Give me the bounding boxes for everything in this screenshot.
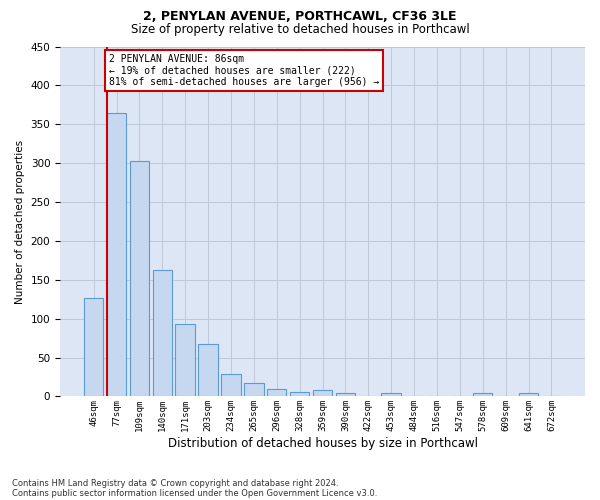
X-axis label: Distribution of detached houses by size in Porthcawl: Distribution of detached houses by size … (167, 437, 478, 450)
Bar (267, 390, 286, 396)
Text: Contains public sector information licensed under the Open Government Licence v3: Contains public sector information licen… (12, 488, 377, 498)
Bar (519, 394, 538, 396)
Bar (130, 161, 149, 396)
Text: Size of property relative to detached houses in Porthcawl: Size of property relative to detached ho… (131, 22, 469, 36)
Bar (84, 298, 103, 396)
Bar (107, 112, 126, 397)
Text: 2 PENYLAN AVENUE: 86sqm
← 19% of detached houses are smaller (222)
81% of semi-d: 2 PENYLAN AVENUE: 86sqm ← 19% of detache… (109, 54, 379, 88)
Bar (313, 390, 332, 396)
Bar (382, 394, 401, 396)
Bar (199, 344, 218, 397)
Bar (244, 383, 263, 396)
Bar (290, 392, 310, 396)
Bar (221, 374, 241, 396)
Text: 2, PENYLAN AVENUE, PORTHCAWL, CF36 3LE: 2, PENYLAN AVENUE, PORTHCAWL, CF36 3LE (143, 10, 457, 23)
Bar (335, 394, 355, 396)
Bar (175, 324, 195, 396)
Bar (152, 270, 172, 396)
Bar (473, 394, 493, 396)
Text: Contains HM Land Registry data © Crown copyright and database right 2024.: Contains HM Land Registry data © Crown c… (12, 478, 338, 488)
Y-axis label: Number of detached properties: Number of detached properties (15, 140, 25, 304)
